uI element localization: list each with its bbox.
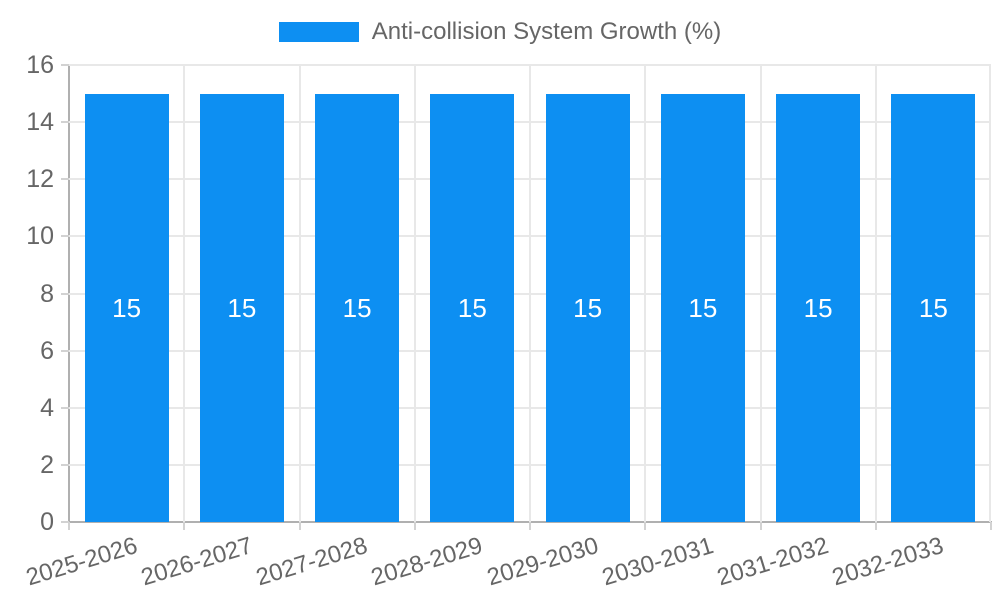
gridline-vertical xyxy=(298,65,301,522)
y-axis-tick xyxy=(61,121,69,124)
bar-value-label: 15 xyxy=(457,292,487,323)
bar: 15 xyxy=(84,93,169,522)
y-tick-label: 12 xyxy=(26,165,54,194)
bar: 15 xyxy=(315,93,400,522)
gridline-vertical xyxy=(183,65,186,522)
bar-value-label: 15 xyxy=(112,292,142,323)
legend-item[interactable]: Anti-collision System Growth (%) xyxy=(278,18,722,45)
y-tick-label: 14 xyxy=(26,108,54,137)
y-axis-tick xyxy=(61,178,69,181)
bar-value-label: 15 xyxy=(918,292,948,323)
x-axis-tick xyxy=(529,522,531,530)
gridline-vertical xyxy=(644,65,647,522)
bar: 15 xyxy=(891,93,976,522)
bar-value-label: 15 xyxy=(803,292,833,323)
y-axis-tick xyxy=(61,521,69,523)
y-tick-label: 16 xyxy=(26,51,54,79)
y-axis-tick xyxy=(61,235,69,238)
bar: 15 xyxy=(430,93,515,522)
y-tick-label: 6 xyxy=(40,336,54,365)
gridline-vertical xyxy=(759,65,762,522)
bar: 15 xyxy=(199,93,284,522)
legend-label: Anti-collision System Growth (%) xyxy=(371,18,722,45)
legend: Anti-collision System Growth (%) xyxy=(0,20,1000,44)
x-axis-tick xyxy=(413,522,416,530)
bar-value-label: 15 xyxy=(573,292,603,323)
gridline-vertical xyxy=(529,65,531,522)
y-axis-tick xyxy=(61,292,69,295)
x-axis-tick xyxy=(644,522,647,530)
y-tick-label: 0 xyxy=(40,508,54,536)
y-tick-label: 2 xyxy=(40,450,54,479)
x-axis-tick xyxy=(68,522,70,530)
y-tick-label: 4 xyxy=(40,393,54,422)
bar-value-label: 15 xyxy=(227,292,257,323)
x-axis-tick xyxy=(990,522,992,530)
bar-value-label: 15 xyxy=(342,292,372,323)
bar: 15 xyxy=(776,93,861,522)
gridline-vertical xyxy=(874,65,877,522)
plot-area: 15 15 15 15 15 15 15 15 xyxy=(69,64,991,522)
y-tick-label: 10 xyxy=(26,222,54,251)
gridline-vertical xyxy=(989,65,991,522)
y-axis-tick xyxy=(61,349,69,352)
y-axis-tick xyxy=(61,406,69,409)
y-axis-tick xyxy=(61,64,69,66)
x-axis-tick xyxy=(298,522,301,530)
y-tick-label: 8 xyxy=(40,279,54,308)
bar: 15 xyxy=(545,93,630,522)
bar: 15 xyxy=(660,93,745,522)
gridline-vertical xyxy=(413,65,416,522)
x-axis-tick xyxy=(759,522,762,530)
bar-value-label: 15 xyxy=(688,292,718,323)
y-axis-line xyxy=(68,65,70,524)
x-axis-tick xyxy=(874,522,877,530)
y-axis-tick xyxy=(61,463,69,466)
x-axis-tick xyxy=(183,522,186,530)
legend-swatch-icon xyxy=(278,22,359,42)
